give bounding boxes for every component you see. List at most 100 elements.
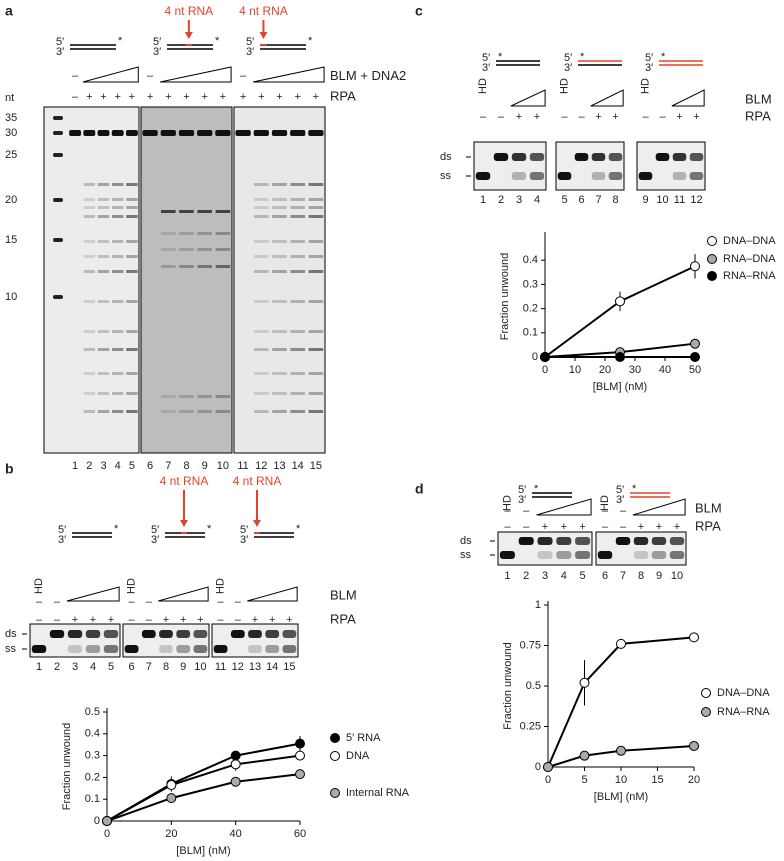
- data-point: [166, 780, 177, 791]
- treatment-label: BLM: [330, 587, 357, 602]
- strand-end: 5′: [616, 484, 624, 496]
- titration-wedge: [66, 586, 120, 602]
- y-tick-label: 0.3: [85, 750, 100, 762]
- strand-end: 3′: [240, 534, 248, 546]
- treatment-label: BLM + DNA2: [330, 68, 406, 83]
- band: [290, 372, 305, 375]
- band: [179, 395, 194, 398]
- data-point: [690, 261, 700, 272]
- gel-box: [233, 106, 326, 454]
- band: [265, 645, 280, 653]
- band: [112, 215, 124, 218]
- x-tick-label: 60: [294, 828, 306, 840]
- condition-mark: –: [36, 596, 43, 608]
- condition-mark: –: [561, 111, 568, 123]
- lane-number: 8: [163, 661, 169, 673]
- ladder-band: [53, 238, 63, 242]
- lane-number: 11: [215, 661, 226, 673]
- y-tick-label: 0.2: [85, 771, 100, 783]
- condition-mark: +: [163, 614, 169, 626]
- lane-number: 4: [534, 194, 540, 206]
- treatment-label: BLM: [695, 500, 722, 515]
- lane-number: 1: [504, 570, 510, 582]
- ds-label: ds: [460, 535, 472, 547]
- lane-number: 9: [656, 570, 662, 582]
- lane-number: 10: [671, 570, 683, 582]
- lane-number: 2: [86, 460, 92, 472]
- ss-label: ss: [460, 549, 472, 561]
- band: [67, 645, 83, 653]
- x-axis-label: [BLM] (nM): [593, 381, 647, 393]
- strand-end: 3′: [151, 534, 159, 546]
- legend-marker: [330, 788, 340, 798]
- strand-end: 3′: [616, 494, 624, 506]
- ss-label: ss: [440, 170, 452, 182]
- label-star: *: [114, 523, 119, 535]
- lane-number: 3: [516, 194, 522, 206]
- band: [608, 153, 623, 161]
- condition-mark: +: [579, 521, 585, 533]
- band: [254, 183, 269, 186]
- data-point: [615, 352, 625, 362]
- data-point: [615, 296, 625, 307]
- band: [83, 198, 95, 201]
- condition-mark: +: [286, 614, 292, 626]
- condition-mark: +: [180, 614, 186, 626]
- condition-mark: +: [294, 91, 300, 103]
- hd-label: HD: [558, 78, 570, 94]
- band: [97, 215, 110, 218]
- band: [126, 348, 138, 351]
- condition-mark: –: [659, 111, 666, 123]
- strand-end: 5′: [246, 36, 254, 48]
- band: [125, 130, 138, 136]
- band: [197, 265, 212, 268]
- x-tick-label: 0: [104, 828, 110, 840]
- band: [179, 232, 194, 235]
- titration-wedge: [632, 498, 686, 516]
- x-axis-label: [BLM] (nM): [176, 845, 230, 857]
- gel-box: [140, 106, 233, 454]
- band: [97, 206, 110, 209]
- band: [638, 172, 653, 180]
- x-tick-label: 0: [542, 364, 548, 376]
- band: [254, 206, 269, 209]
- band: [141, 630, 156, 638]
- strand-end: 3′: [58, 534, 66, 546]
- band: [290, 300, 305, 303]
- lane-number: 4: [115, 460, 121, 472]
- band: [215, 395, 231, 398]
- band: [161, 232, 176, 235]
- band: [97, 372, 110, 375]
- band: [111, 130, 124, 136]
- condition-mark: +: [534, 111, 540, 123]
- band: [31, 645, 47, 653]
- band: [230, 630, 245, 638]
- strand-end: 5′: [518, 484, 526, 496]
- condition-mark: +: [90, 614, 96, 626]
- band: [83, 392, 95, 395]
- band: [179, 248, 194, 251]
- band: [290, 330, 305, 333]
- band: [176, 630, 191, 638]
- band: [254, 270, 269, 273]
- band: [215, 265, 231, 268]
- band: [254, 372, 269, 375]
- condition-mark: –: [480, 111, 487, 123]
- lane-number: 13: [249, 661, 261, 673]
- band: [290, 215, 305, 218]
- band: [254, 255, 269, 258]
- band: [161, 210, 176, 213]
- data-point: [689, 632, 699, 643]
- band: [591, 153, 606, 161]
- band: [608, 172, 623, 180]
- ladder-band: [53, 198, 63, 202]
- condition-mark: –: [129, 614, 136, 626]
- ladder-band: [53, 116, 63, 120]
- band: [272, 372, 287, 375]
- strand-end: 5′: [58, 524, 66, 536]
- y-axis-label: Fraction unwound: [502, 642, 514, 729]
- band: [215, 248, 231, 251]
- label-star: *: [207, 523, 212, 535]
- data-point: [230, 759, 241, 770]
- band: [575, 537, 591, 545]
